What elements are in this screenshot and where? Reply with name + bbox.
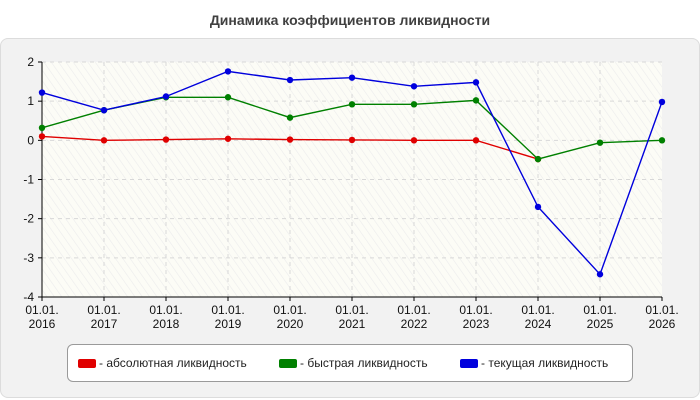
data-point-quick <box>348 101 356 108</box>
grid-lines <box>42 61 662 297</box>
y-tick-label: 1 <box>27 94 34 108</box>
legend: - абсолютная ликвидность - быстрая ликви… <box>67 344 633 382</box>
x-tick-label-line2: 2023 <box>463 317 490 331</box>
data-point-absolute <box>100 137 108 144</box>
x-tick-label-line2: 2021 <box>339 317 366 331</box>
y-tick-label: 2 <box>27 55 34 69</box>
chart-title: Динамика коэффициентов ликвидности <box>209 12 491 28</box>
x-tick-label-line2: 2017 <box>91 317 118 331</box>
x-tick-labels: 01.01.201601.01.201701.01.201801.01.2019… <box>25 303 678 331</box>
y-tick-label: -4 <box>23 290 34 304</box>
x-tick-label-line1: 01.01. <box>583 303 616 317</box>
data-point-current <box>534 203 542 211</box>
x-tick-label-line2: 2024 <box>525 317 552 331</box>
x-tick-label-line2: 2026 <box>649 317 676 331</box>
series-lines <box>38 68 666 278</box>
legend-label-current: - текущая ликвидность <box>481 356 609 370</box>
x-tick-label-line2: 2018 <box>153 317 180 331</box>
legend-item-quick: - быстрая ликвидность <box>279 355 428 371</box>
data-point-current <box>472 79 480 86</box>
data-point-absolute <box>162 136 170 143</box>
x-tick-label-line1: 01.01. <box>521 303 554 317</box>
x-tick-label-line1: 01.01. <box>149 303 182 317</box>
data-point-quick <box>286 114 294 121</box>
x-tick-label-line1: 01.01. <box>459 303 492 317</box>
data-point-absolute <box>348 136 356 144</box>
data-point-quick <box>534 155 542 163</box>
legend-swatch-current <box>460 358 478 368</box>
data-point-current <box>38 89 46 96</box>
y-tick-label: -3 <box>23 251 34 265</box>
y-tick-labels: 2 1 0 -1 -2 -3 -4 <box>23 55 34 304</box>
data-point-absolute <box>224 135 232 142</box>
legend-item-absolute: - абсолютная ликвидность <box>78 355 247 371</box>
x-tick-label-line2: 2020 <box>277 317 304 331</box>
x-tick-label-line2: 2019 <box>215 317 242 331</box>
axes <box>38 61 663 301</box>
x-tick-label-line1: 01.01. <box>335 303 368 317</box>
y-tick-label: -2 <box>23 212 34 226</box>
legend-swatch-absolute <box>78 358 96 368</box>
data-point-absolute <box>472 137 480 144</box>
data-point-current <box>162 93 170 100</box>
x-tick-label-line2: 2025 <box>587 317 614 331</box>
legend-item-current: - текущая ликвидность <box>460 355 608 371</box>
data-point-absolute <box>38 133 46 140</box>
x-tick-label-line1: 01.01. <box>397 303 430 317</box>
data-point-quick <box>224 94 232 101</box>
data-point-current <box>348 74 356 81</box>
data-point-quick <box>38 124 46 131</box>
data-point-current <box>224 68 232 75</box>
data-point-quick <box>596 139 604 146</box>
x-tick-label-line1: 01.01. <box>25 303 58 317</box>
legend-label-absolute: - абсолютная ликвидность <box>99 356 247 370</box>
data-point-quick <box>658 137 666 144</box>
x-tick-label-line1: 01.01. <box>273 303 306 317</box>
data-point-absolute <box>286 136 294 143</box>
data-point-current <box>100 106 108 114</box>
legend-label-quick: - быстрая ликвидность <box>300 356 428 370</box>
data-point-current <box>286 76 294 84</box>
y-tick-label: -1 <box>23 173 34 187</box>
data-point-quick <box>410 101 418 108</box>
legend-swatch-quick <box>279 358 297 368</box>
data-point-absolute <box>410 137 418 144</box>
y-tick-label: 0 <box>27 133 34 147</box>
x-tick-label-line2: 2016 <box>29 317 56 331</box>
data-point-current <box>658 98 666 106</box>
data-point-current <box>596 271 604 278</box>
x-tick-label-line1: 01.01. <box>645 303 678 317</box>
x-tick-label-line1: 01.01. <box>87 303 120 317</box>
data-point-quick <box>472 97 480 104</box>
data-point-current <box>410 83 418 90</box>
x-tick-label-line2: 2022 <box>401 317 428 331</box>
x-tick-label-line1: 01.01. <box>211 303 244 317</box>
